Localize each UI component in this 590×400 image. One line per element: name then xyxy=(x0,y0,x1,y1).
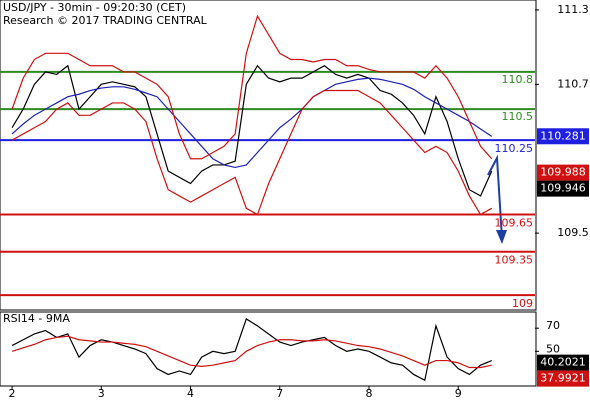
value-box xyxy=(537,180,589,197)
y-tick-label: 110.7 xyxy=(557,77,589,90)
rsi-tick-label: 70 xyxy=(546,319,560,332)
rsi-line xyxy=(11,318,492,382)
value-box-label: 110.281 xyxy=(540,129,586,142)
rsi-panel xyxy=(0,311,537,387)
chart-subtitle: Research © 2017 TRADING CENTRAL xyxy=(3,14,208,27)
price-panel xyxy=(0,0,537,311)
x-tick-label: 3 xyxy=(98,387,105,400)
level-label: 109.65 xyxy=(495,217,534,230)
level-label: 110.5 xyxy=(502,110,534,123)
y-tick-label: 109.5 xyxy=(557,226,589,239)
rsi-tick-label: 50 xyxy=(546,342,560,355)
level-label: 110.25 xyxy=(495,142,534,155)
arrow-head xyxy=(496,230,507,244)
value-box-label: 109.988 xyxy=(540,166,586,179)
indicator-line xyxy=(11,14,493,160)
value-box-label: 109.946 xyxy=(540,182,586,195)
y-tick-label: 111.3 xyxy=(557,3,589,16)
x-tick-label: 7 xyxy=(276,387,283,400)
forecast-arrow xyxy=(487,154,503,239)
x-tick-label: 4 xyxy=(187,387,194,400)
value-box xyxy=(537,370,589,387)
level-label: 109.35 xyxy=(495,254,534,267)
value-box-label: 40.2021 xyxy=(540,356,586,369)
x-tick-label: 8 xyxy=(366,387,373,400)
price-line xyxy=(11,64,493,197)
value-box xyxy=(537,128,589,145)
value-box xyxy=(537,354,589,371)
rsi-line xyxy=(11,335,492,369)
level-label: 110.8 xyxy=(502,73,534,86)
x-tick-label: 9 xyxy=(455,387,462,400)
indicator-line xyxy=(11,89,493,216)
value-box xyxy=(537,164,589,181)
x-tick-label: 2 xyxy=(9,387,16,400)
level-label: 109 xyxy=(512,297,533,310)
chart-title: USD/JPY - 30min - 09:20:30 (CET) xyxy=(3,1,186,14)
rsi-title: RSI14 - 9MA xyxy=(3,312,70,325)
value-box-label: 37.9921 xyxy=(540,372,586,385)
indicator-line xyxy=(11,77,493,169)
